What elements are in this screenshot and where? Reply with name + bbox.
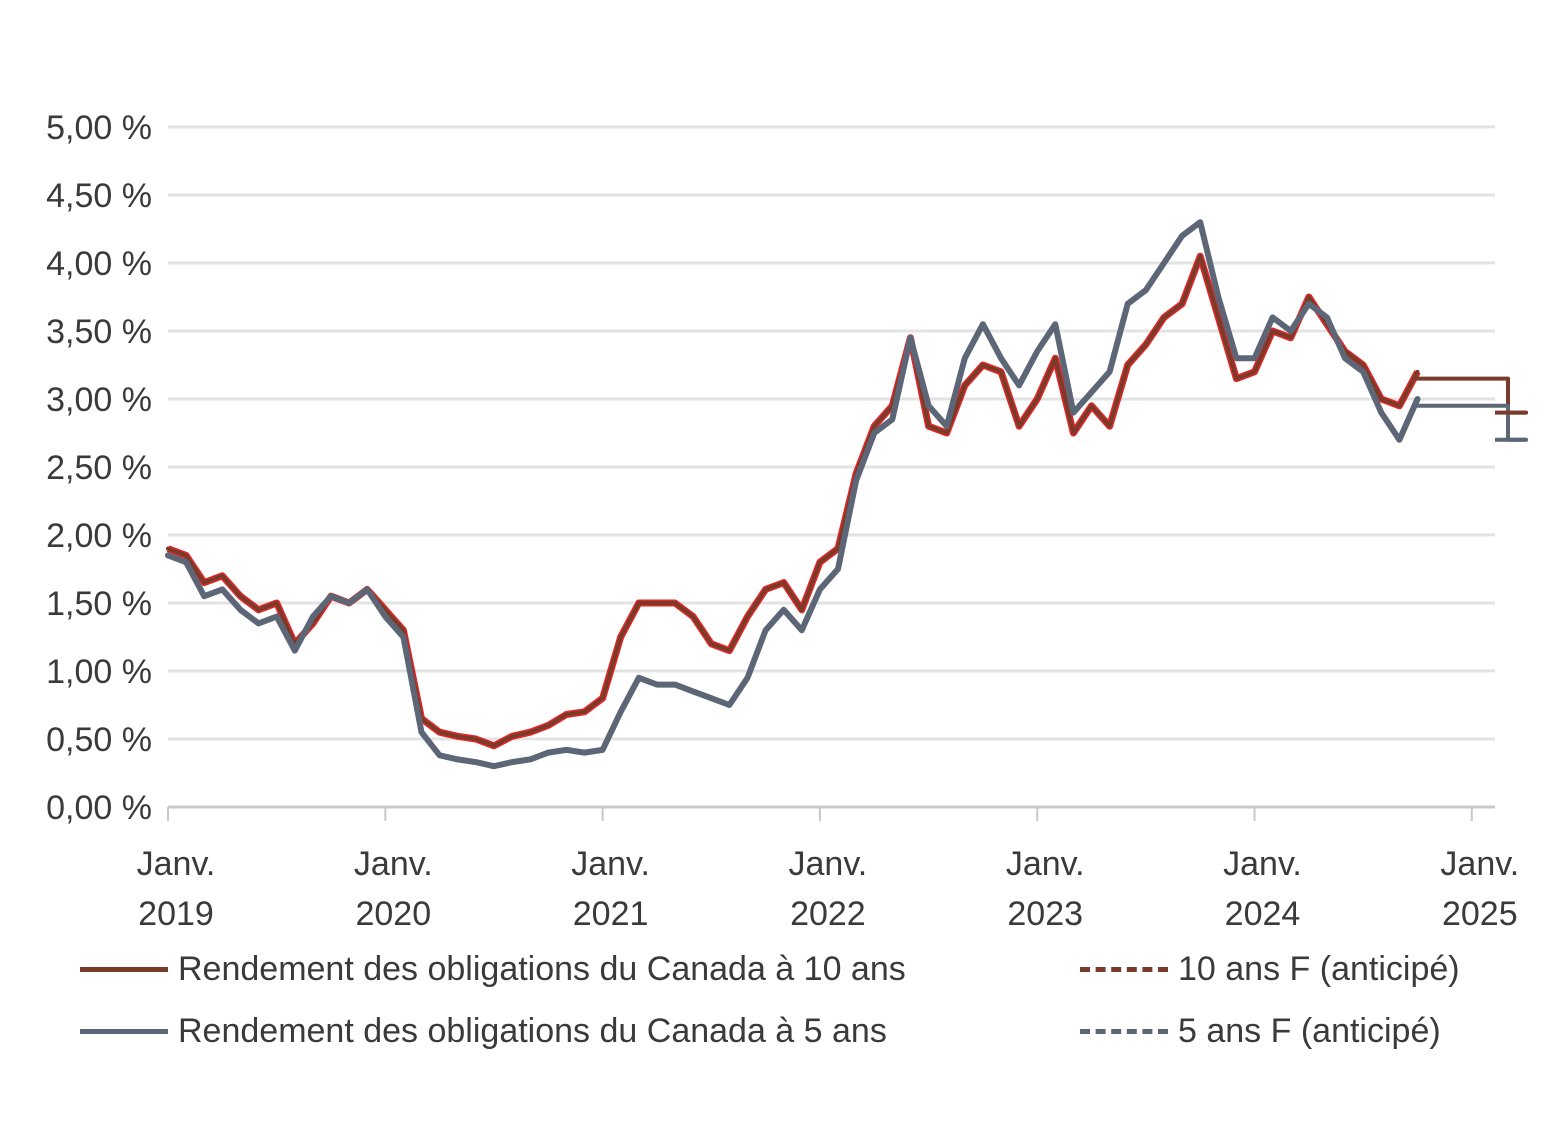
x-tick-label-year: 2024 <box>1225 895 1301 933</box>
y-tick-label: 4,00 % <box>46 245 152 283</box>
legend-item-5y: Rendement des obligations du Canada à 5 … <box>80 1012 887 1051</box>
legend-swatch-5y <box>80 1029 168 1034</box>
legend-label-5y-f: 5 ans F (anticipé) <box>1178 1012 1441 1050</box>
x-tick-label-month: Janv. <box>1223 845 1302 883</box>
legend-swatch-10y <box>80 967 168 972</box>
y-tick-label: 1,50 % <box>46 585 152 623</box>
legend-swatch-10y-f <box>1080 967 1168 972</box>
legend-swatch-5y-f <box>1080 1029 1168 1034</box>
legend-label-5y: Rendement des obligations du Canada à 5 … <box>178 1012 887 1050</box>
x-axis: Janv. 2019 Janv. 2020 Janv. 2021 Janv. 2022 Janv… <box>137 805 1519 933</box>
legend-item-10y: Rendement des obligations du Canada à 10… <box>80 950 906 989</box>
legend-item-10y-f: 10 ans F (anticipé) <box>1080 950 1460 989</box>
y-tick-label: 2,00 % <box>46 517 152 555</box>
y-tick-label: 2,50 % <box>46 449 152 487</box>
x-tick-label-month: Janv. <box>571 845 650 883</box>
legend-label-10y: Rendement des obligations du Canada à 10… <box>178 950 906 988</box>
yield-chart: 0,00 % 0,50 % 1,00 % 1,50 % 2,00 % 2,50 % 3,00… <box>46 109 1529 933</box>
legend-item-5y-f: 5 ans F (anticipé) <box>1080 1012 1441 1051</box>
series-lines <box>165 219 1529 770</box>
series-line-5y <box>165 219 1421 770</box>
y-tick-label: 0,00 % <box>46 789 152 827</box>
x-tick-label-year: 2022 <box>790 895 866 933</box>
x-tick-label-month: Janv. <box>1440 845 1519 883</box>
x-tick-label-month: Janv. <box>354 845 433 883</box>
x-tick-label-month: Janv. <box>1006 845 1085 883</box>
x-tick-label-year: 2019 <box>138 895 214 933</box>
legend-label-10y-f: 10 ans F (anticipé) <box>1178 950 1460 988</box>
y-axis: 0,00 % 0,50 % 1,00 % 1,50 % 2,00 % 2,50 % 3,00… <box>46 109 152 827</box>
x-tick-label-year: 2023 <box>1007 895 1083 933</box>
x-tick-label-month: Janv. <box>137 845 216 883</box>
x-tick-label-year: 2020 <box>355 895 431 933</box>
y-tick-label: 4,50 % <box>46 177 152 215</box>
gridlines <box>168 125 1495 741</box>
y-tick-label: 3,50 % <box>46 313 152 351</box>
x-tick-label-year: 2021 <box>573 895 649 933</box>
x-tick-label-year: 2025 <box>1442 895 1518 933</box>
x-tick-label-month: Janv. <box>789 845 868 883</box>
y-tick-label: 1,00 % <box>46 653 152 691</box>
y-tick-label: 0,50 % <box>46 721 152 759</box>
y-tick-label: 3,00 % <box>46 381 152 419</box>
y-tick-label: 5,00 % <box>46 109 152 147</box>
